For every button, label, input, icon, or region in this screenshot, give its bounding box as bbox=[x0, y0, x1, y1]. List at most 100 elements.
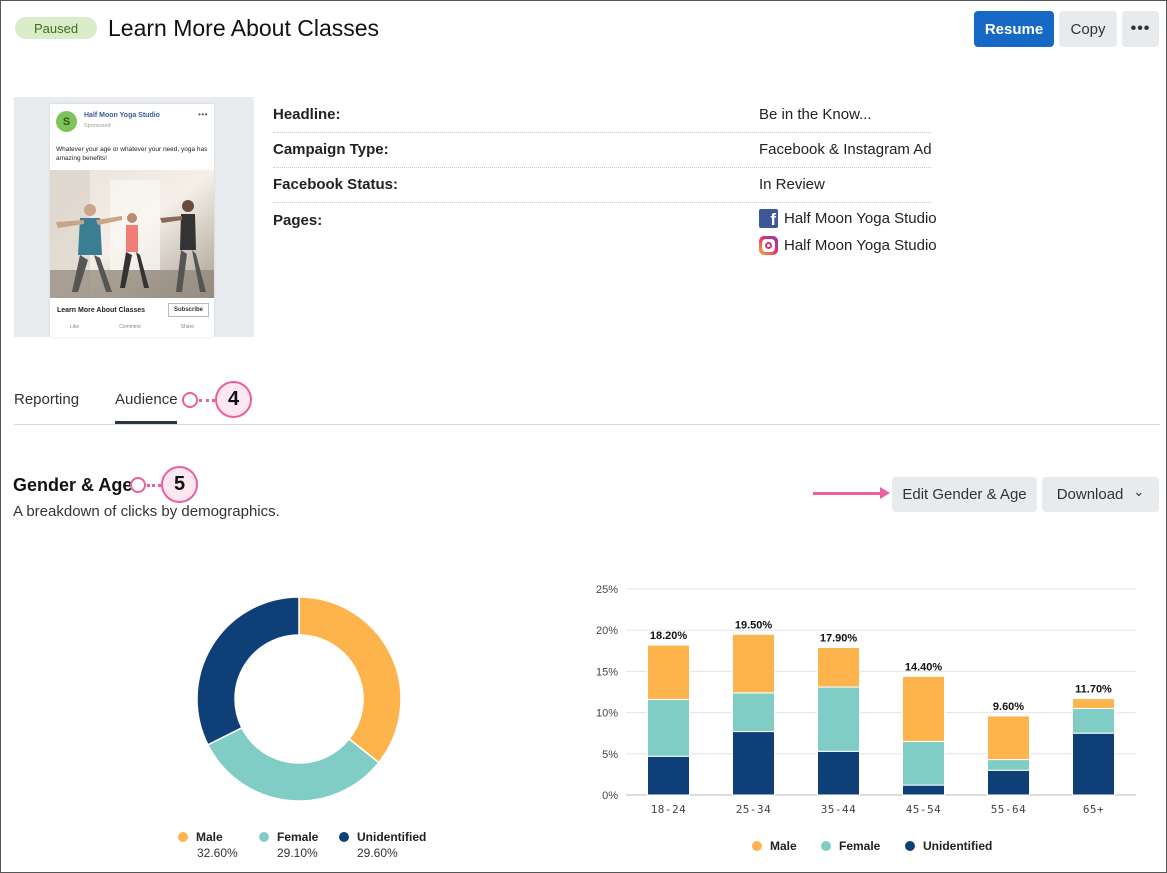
status-badge: Paused bbox=[15, 17, 97, 39]
donut-legend-female-label: Female bbox=[277, 830, 319, 844]
ad-menu-icon: ••• bbox=[198, 110, 208, 119]
facebook-status-label: Facebook Status: bbox=[273, 176, 399, 193]
ad-actions: Like Comment Share bbox=[50, 324, 214, 330]
section-title: Gender & Age bbox=[13, 475, 133, 495]
facebook-icon: f bbox=[759, 209, 778, 228]
ad-comment-action: Comment bbox=[119, 324, 141, 330]
bar-segment-male bbox=[1072, 698, 1115, 709]
bar-segment-unidentified bbox=[902, 784, 945, 796]
unidentified-swatch-bar bbox=[905, 841, 915, 851]
bar-segment-male bbox=[902, 675, 945, 742]
ad-photo bbox=[50, 170, 214, 298]
callout-5-connector bbox=[147, 484, 161, 487]
donut-slice-unidentified bbox=[196, 596, 300, 746]
donut-legend-male: Male bbox=[178, 830, 223, 844]
male-swatch bbox=[178, 832, 188, 842]
ad-subscribe-button: Subscribe bbox=[168, 303, 209, 317]
x-tick-label: 35-44 bbox=[821, 803, 857, 816]
donut-legend-unidentified-value: 29.60% bbox=[357, 846, 398, 860]
y-tick-label: 10% bbox=[596, 708, 618, 720]
ad-studio-name: Half Moon Yoga Studio bbox=[84, 112, 160, 119]
bar-segment-unidentified bbox=[817, 750, 860, 796]
donut-svg bbox=[196, 596, 402, 802]
bar-segment-male bbox=[817, 647, 860, 688]
bar-segment-unidentified bbox=[987, 769, 1030, 796]
bar-svg: 0% 5% 10% 15% 20% 25% 18.20% 18-24 19.50% 25-34 17… bbox=[596, 584, 1136, 816]
callout-4-badge: 4 bbox=[215, 381, 252, 418]
donut-legend-male-value: 32.60% bbox=[197, 846, 238, 860]
avatar: S bbox=[56, 111, 77, 132]
page-item-instagram[interactable]: Half Moon Yoga Studio bbox=[759, 236, 937, 255]
tab-reporting[interactable]: Reporting bbox=[14, 391, 80, 408]
donut-chart bbox=[196, 596, 402, 802]
bar-segment-unidentified bbox=[1072, 732, 1115, 796]
bar-total-label: 19.50% bbox=[735, 619, 773, 631]
campaign-type-row: Campaign Type: Facebook & Instagram Ad bbox=[273, 133, 932, 168]
donut-slice-female bbox=[206, 726, 380, 802]
bar-segment-unidentified bbox=[647, 755, 690, 796]
unidentified-swatch bbox=[339, 832, 349, 842]
x-tick-label: 65+ bbox=[1083, 803, 1104, 816]
facebook-page-name: Half Moon Yoga Studio bbox=[784, 210, 937, 227]
y-tick-label: 0% bbox=[602, 790, 618, 802]
callout-4-anchor bbox=[182, 392, 198, 408]
callout-5-anchor bbox=[130, 477, 146, 493]
stacked-bar-chart: 0% 5% 10% 15% 20% 25% 18.20% 18-24 19.50% 25-34 17… bbox=[586, 576, 1146, 816]
headline-row: Headline: Be in the Know... bbox=[273, 97, 931, 133]
facebook-status-row: Facebook Status: In Review bbox=[273, 168, 931, 203]
more-options-button[interactable]: ••• bbox=[1122, 11, 1159, 47]
headline-label: Headline: bbox=[273, 106, 341, 123]
ad-share-action: Share bbox=[180, 324, 195, 330]
edit-gender-age-button[interactable]: Edit Gender & Age bbox=[892, 477, 1037, 512]
tabs-divider bbox=[14, 424, 1160, 425]
headline-value: Be in the Know... bbox=[759, 106, 872, 123]
pages-label: Pages: bbox=[273, 212, 323, 229]
bar-segment-male bbox=[987, 715, 1030, 761]
bar-total-label: 11.70% bbox=[1075, 684, 1112, 696]
instagram-icon bbox=[759, 236, 778, 255]
x-tick-label: 45-54 bbox=[906, 803, 942, 816]
bar-segment-female bbox=[732, 692, 775, 733]
x-tick-label: 25-34 bbox=[736, 803, 772, 816]
page-item-facebook[interactable]: f Half Moon Yoga Studio bbox=[759, 209, 937, 228]
download-button[interactable]: Download ⌄ bbox=[1042, 477, 1159, 512]
bar-total-label: 14.40% bbox=[905, 661, 943, 673]
donut-legend-female: Female bbox=[259, 830, 318, 844]
bar-segment-female bbox=[1072, 707, 1115, 734]
callout-arrow bbox=[813, 492, 883, 495]
ad-preview-card: S Half Moon Yoga Studio Sponsored ••• Wh… bbox=[50, 104, 214, 337]
ad-cta-title: Learn More About Classes bbox=[57, 307, 146, 314]
callout-arrow-head bbox=[880, 487, 890, 499]
donut-slice-male bbox=[298, 596, 402, 764]
page-title: Learn More About Classes bbox=[108, 15, 380, 41]
bar-total-label: 17.90% bbox=[820, 633, 858, 645]
y-tick-label: 15% bbox=[596, 666, 618, 678]
callout-4-connector bbox=[199, 399, 215, 402]
bar-legend-female: Female bbox=[821, 839, 880, 853]
donut-legend-unidentified: Unidentified bbox=[339, 830, 426, 844]
section-subtitle: A breakdown of clicks by demographics. bbox=[13, 503, 280, 520]
donut-legend-male-label: Male bbox=[196, 830, 223, 844]
download-label: Download bbox=[1056, 486, 1124, 503]
copy-button[interactable]: Copy bbox=[1059, 11, 1117, 47]
bar-legend-unidentified-label: Unidentified bbox=[923, 839, 993, 853]
bar-segment-male bbox=[647, 644, 690, 700]
donut-legend-unidentified-label: Unidentified bbox=[357, 830, 427, 844]
bar-segment-unidentified bbox=[732, 731, 775, 796]
bar-segment-female bbox=[987, 759, 1030, 771]
x-tick-label: 18-24 bbox=[651, 803, 687, 816]
male-swatch-bar bbox=[752, 841, 762, 851]
resume-button[interactable]: Resume bbox=[974, 11, 1054, 47]
bar-legend-female-label: Female bbox=[839, 839, 881, 853]
bar-segment-male bbox=[732, 633, 775, 694]
female-swatch bbox=[259, 832, 269, 842]
donut-legend-female-value: 29.10% bbox=[277, 846, 318, 860]
chevron-down-icon: ⌄ bbox=[1133, 483, 1145, 499]
ad-body-text: Whatever your age or whatever your need,… bbox=[56, 146, 208, 162]
instagram-page-name: Half Moon Yoga Studio bbox=[784, 237, 937, 254]
x-tick-label: 55-64 bbox=[991, 803, 1027, 816]
facebook-status-value: In Review bbox=[759, 176, 825, 193]
bar-legend-unidentified: Unidentified bbox=[905, 839, 992, 853]
tab-audience[interactable]: Audience bbox=[115, 391, 178, 408]
bar-legend-male: Male bbox=[752, 839, 797, 853]
